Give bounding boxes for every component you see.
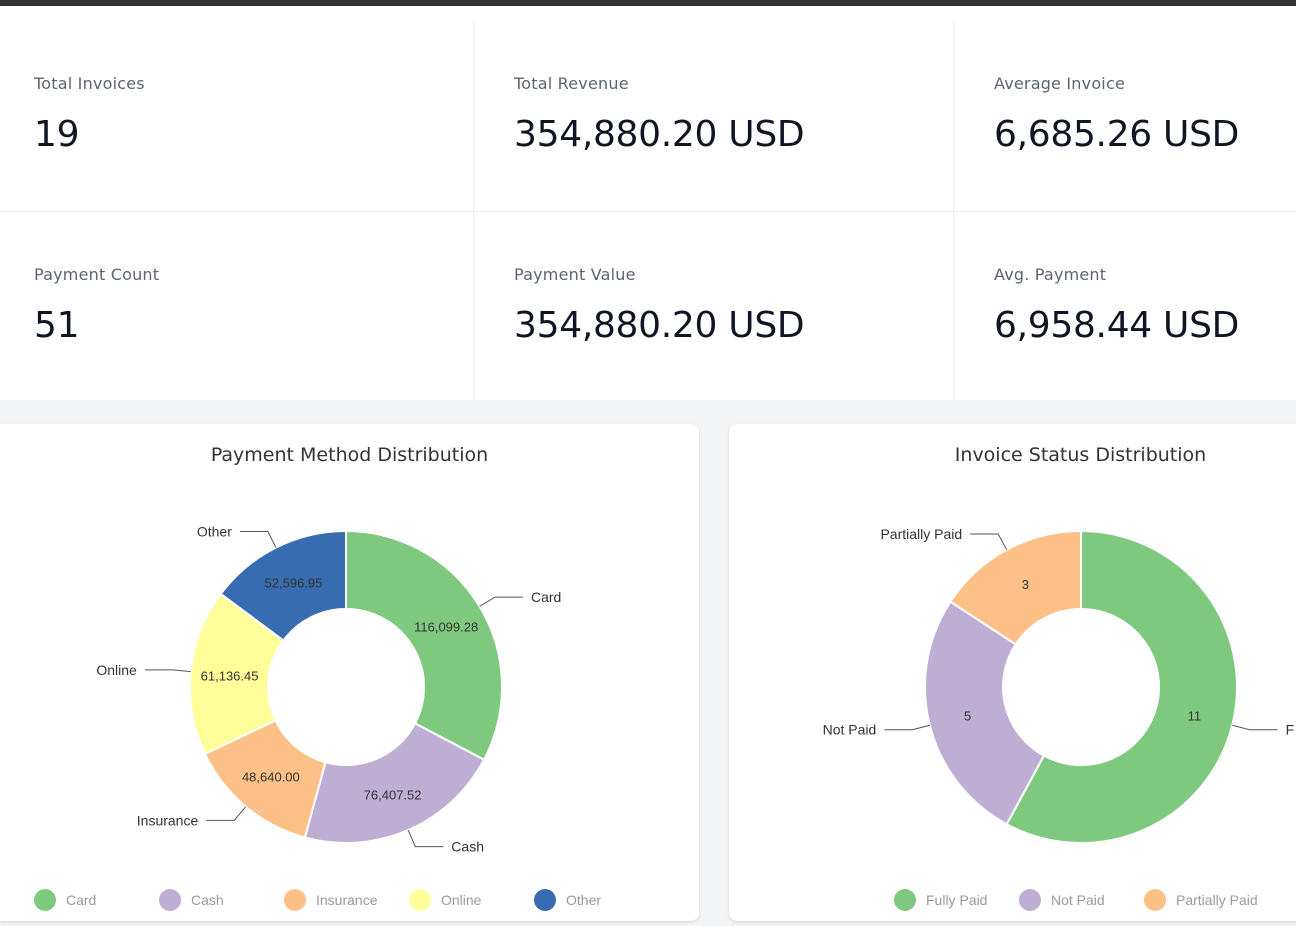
slice-value-label: 11: [1188, 709, 1202, 724]
callout-label: Card: [531, 589, 561, 605]
legend-label-not-paid[interactable]: Not Paid: [1051, 892, 1105, 908]
legend-swatch-insurance[interactable]: [284, 889, 306, 911]
stat-payment-value: Payment Value 354,880.20 USD: [480, 207, 960, 398]
slice-card[interactable]: [345, 529, 503, 762]
stat-label: Payment Value: [514, 265, 636, 284]
callout-line: [239, 531, 277, 548]
legend-swatch-cash[interactable]: [159, 889, 181, 911]
stat-divider: [473, 20, 474, 400]
legend-label-partially-paid[interactable]: Partially Paid: [1176, 892, 1258, 908]
stat-label: Total Revenue: [514, 74, 629, 93]
invoice-status-chart: 11 F 5 Not Paid 3 Partially Paid Fully Paid Not…: [823, 526, 1295, 911]
legend-label-insurance[interactable]: Insurance: [316, 892, 378, 908]
slice-value-label: 3: [1022, 577, 1029, 592]
callout-label: Other: [197, 524, 232, 540]
invoice-status-card: Invoice Status Distribution 11 F 5 Not Paid…: [729, 424, 1296, 921]
legend-swatch-other[interactable]: [534, 889, 556, 911]
slice-other[interactable]: [219, 529, 347, 642]
legend-swatch-fully-paid[interactable]: [894, 889, 916, 911]
stat-value: 51: [34, 305, 80, 346]
slice-value-label: 61,136.45: [201, 669, 259, 684]
stat-label: Average Invoice: [994, 74, 1125, 93]
stats-panel: Total Invoices 19 Total Revenue 354,880.…: [0, 6, 1296, 400]
callout-label: Online: [96, 662, 137, 678]
stat-value: 6,685.26 USD: [994, 114, 1240, 155]
stat-value: 354,880.20 USD: [514, 114, 805, 155]
callout-label: Partially Paid: [880, 526, 962, 542]
stat-value: 6,958.44 USD: [994, 305, 1240, 346]
legend-label-online[interactable]: Online: [441, 892, 482, 908]
slice-not-paid[interactable]: [924, 600, 1046, 826]
slice-cash[interactable]: [303, 721, 486, 844]
callout-line: [479, 596, 523, 607]
stat-value: 354,880.20 USD: [514, 305, 805, 346]
stat-divider: [0, 211, 1296, 212]
legend-swatch-online[interactable]: [409, 889, 431, 911]
top-bar: [0, 0, 1296, 6]
stat-avg-payment: Avg. Payment 6,958.44 USD: [960, 207, 1296, 398]
legend-swatch-partially-paid[interactable]: [1144, 889, 1166, 911]
slice-value-label: 48,640.00: [242, 770, 300, 785]
stat-label: Payment Count: [34, 265, 160, 284]
legend-label-other[interactable]: Other: [566, 892, 601, 908]
callout-label: Not Paid: [823, 722, 877, 738]
legend-label-fully-paid[interactable]: Fully Paid: [926, 892, 987, 908]
stat-total-invoices: Total Invoices 19: [0, 16, 480, 207]
slice-value-label: 116,099.28: [414, 620, 478, 635]
callout-line: [144, 669, 191, 673]
slice-partially-paid[interactable]: [949, 529, 1082, 646]
callout-label: Insurance: [137, 812, 199, 828]
callout-line: [884, 724, 930, 731]
legend-label-cash[interactable]: Cash: [191, 892, 224, 908]
chart-title: Invoice Status Distribution: [954, 444, 1207, 466]
stat-divider: [953, 20, 954, 400]
callout-label: F: [1286, 722, 1295, 738]
legend-label-card[interactable]: Card: [66, 892, 96, 908]
callout-label: Cash: [451, 839, 484, 855]
stat-value: 19: [34, 114, 80, 155]
slice-value-label: 76,407.52: [364, 787, 422, 802]
stat-label: Total Invoices: [34, 74, 145, 93]
callout-line: [970, 533, 1008, 551]
stat-label: Avg. Payment: [994, 265, 1107, 284]
stat-payment-count: Payment Count 51: [0, 207, 480, 398]
stat-total-revenue: Total Revenue 354,880.20 USD: [480, 16, 960, 207]
callout-line: [1232, 724, 1278, 731]
legend-swatch-not-paid[interactable]: [1019, 889, 1041, 911]
legend-swatch-card[interactable]: [34, 889, 56, 911]
chart-title: Payment Method Distribution: [210, 444, 489, 466]
payment-method-card: Payment Method Distribution 116,099.28 Ca…: [0, 424, 699, 921]
slice-online[interactable]: [189, 592, 285, 756]
slice-value-label: 5: [964, 709, 971, 724]
slice-value-label: 52,596.95: [265, 575, 323, 590]
callout-line: [206, 806, 247, 821]
payment-method-chart: 116,099.28 Card 76,407.52 Cash 48,640.00 Insu…: [34, 524, 601, 911]
callout-line: [407, 829, 444, 848]
slice-fully-paid[interactable]: [1005, 529, 1238, 844]
stat-average-invoice: Average Invoice 6,685.26 USD: [960, 16, 1296, 207]
